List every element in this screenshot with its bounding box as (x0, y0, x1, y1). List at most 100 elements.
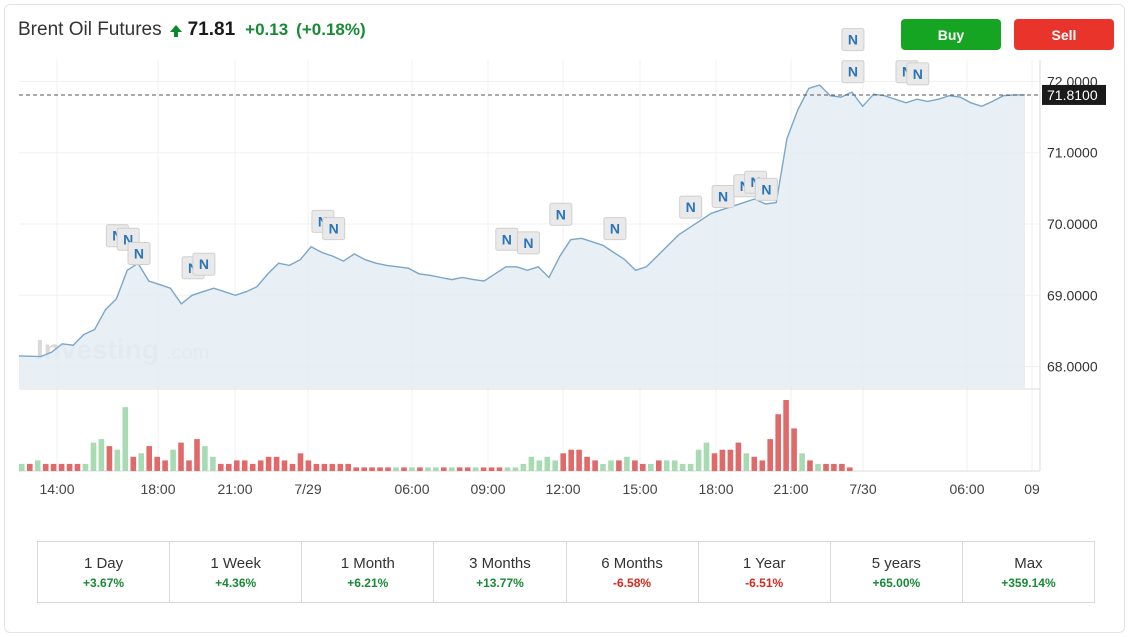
volume-bar (265, 456, 272, 471)
volume-bar (448, 467, 455, 471)
volume-bar (337, 463, 344, 471)
volume-bar (679, 463, 686, 471)
volume-bar (433, 467, 439, 471)
period-label: 1 Week (210, 554, 261, 572)
widget-frame (4, 4, 1125, 633)
volume-bar (648, 463, 654, 471)
volume-bar (82, 463, 89, 471)
x-tick-label: 15:00 (622, 481, 657, 497)
volume-bar (512, 467, 519, 471)
volume-bar (98, 439, 105, 471)
news-marker-label: N (502, 231, 512, 247)
news-marker[interactable]: N (322, 217, 346, 241)
volume-bar (807, 460, 813, 472)
volume-bar (544, 456, 551, 471)
volume-bar (727, 449, 734, 471)
news-marker[interactable]: N (549, 202, 573, 226)
news-marker[interactable]: N (841, 60, 865, 84)
news-marker-label: N (134, 246, 144, 262)
volume-bar (90, 442, 97, 471)
volume-bar (42, 463, 49, 471)
period-3-months[interactable]: 3 Months +13.77% (434, 542, 567, 602)
volume-bar (425, 467, 431, 471)
news-marker[interactable]: N (127, 242, 151, 266)
period-1-day[interactable]: 1 Day +3.67% (38, 542, 171, 602)
news-marker[interactable]: N (754, 177, 778, 201)
volume-bar (353, 467, 359, 471)
news-marker-box (679, 195, 703, 219)
period-1-month[interactable]: 1 Month +6.21% (302, 542, 435, 602)
news-marker-box (841, 60, 865, 84)
news-marker-label: N (718, 188, 728, 204)
volume-bar (393, 467, 399, 471)
volume-bar (273, 456, 280, 471)
news-marker[interactable]: N (192, 252, 216, 276)
period-change: +13.77% (476, 575, 524, 590)
volume-bar (130, 456, 137, 471)
volume-bar (257, 460, 264, 472)
volume-bar (138, 453, 144, 472)
x-tick-label: 21:00 (773, 481, 808, 497)
volume-bar (226, 463, 232, 471)
volume-bar (377, 467, 383, 471)
period-6-months[interactable]: 6 Months -6.58% (567, 542, 699, 602)
volume-bar (170, 449, 176, 471)
news-marker-label: N (556, 206, 566, 222)
news-marker[interactable]: N (711, 184, 735, 208)
news-marker-label: N (123, 231, 133, 247)
y-tick-label: 68.0000 (1047, 359, 1098, 375)
price-chart[interactable]: Investing.com72.000071.000070.000069.000… (0, 0, 1129, 520)
volume-bar (218, 463, 224, 471)
volume-bar (417, 467, 423, 471)
quote-header: Brent Oil Futures 71.81 +0.13 (+0.18%) (18, 18, 366, 42)
volume-bar (592, 460, 598, 472)
volume-bar (441, 467, 447, 471)
volume-bar (528, 456, 535, 471)
volume-bar (289, 463, 296, 471)
x-tick-label: 06:00 (949, 481, 984, 497)
instrument-title: Brent Oil Futures (18, 19, 162, 40)
volume-bar (735, 442, 742, 471)
period-1-week[interactable]: 1 Week +4.36% (170, 542, 303, 602)
news-marker[interactable]: N (516, 231, 540, 255)
volume-bar (847, 467, 853, 471)
volume-bar (409, 467, 415, 471)
period-change: -6.58% (613, 575, 652, 590)
news-marker-label: N (686, 199, 696, 215)
news-marker-box (192, 252, 216, 276)
price-line (18, 84, 1025, 358)
news-marker-box (603, 217, 627, 241)
period-label: 1 Month (340, 554, 395, 572)
x-tick-label: 21:00 (217, 481, 252, 497)
volume-bar (791, 428, 797, 471)
period-performance-bar: 1 Day +3.67% 1 Week +4.36% 1 Month +6.21% 3 Mo… (37, 541, 1095, 603)
news-marker-label: N (761, 181, 771, 197)
period-5-years[interactable]: 5 years +65.00% (831, 542, 963, 602)
news-marker-box (906, 62, 930, 86)
volume-bar (663, 460, 670, 472)
period-1-year[interactable]: 1 Year -6.51% (699, 542, 831, 602)
price-change-percent: (+0.18%) (296, 20, 366, 39)
volume-bar (719, 449, 726, 471)
volume-bar (146, 446, 152, 471)
volume-bar (671, 460, 678, 472)
news-marker[interactable]: N (603, 217, 627, 241)
volume-bar (66, 463, 73, 471)
x-tick-label: 7/29 (294, 481, 321, 497)
news-marker[interactable]: N (679, 195, 703, 219)
sell-button[interactable]: Sell (1014, 19, 1114, 50)
volume-bar (313, 463, 320, 471)
news-marker-label: N (523, 235, 533, 251)
news-marker[interactable]: N (841, 28, 865, 52)
period-max[interactable]: Max +359.14% (963, 542, 1094, 602)
volume-bar (241, 460, 248, 472)
news-marker[interactable]: N (906, 62, 930, 86)
volume-bar (385, 467, 391, 471)
current-price-box (1042, 84, 1106, 105)
buy-button[interactable]: Buy (901, 19, 1001, 50)
period-change: +359.14% (1001, 575, 1056, 590)
volume-bar (640, 463, 646, 471)
news-marker-box (754, 177, 778, 201)
news-marker[interactable]: N (495, 227, 519, 251)
volume-bar (799, 453, 805, 472)
